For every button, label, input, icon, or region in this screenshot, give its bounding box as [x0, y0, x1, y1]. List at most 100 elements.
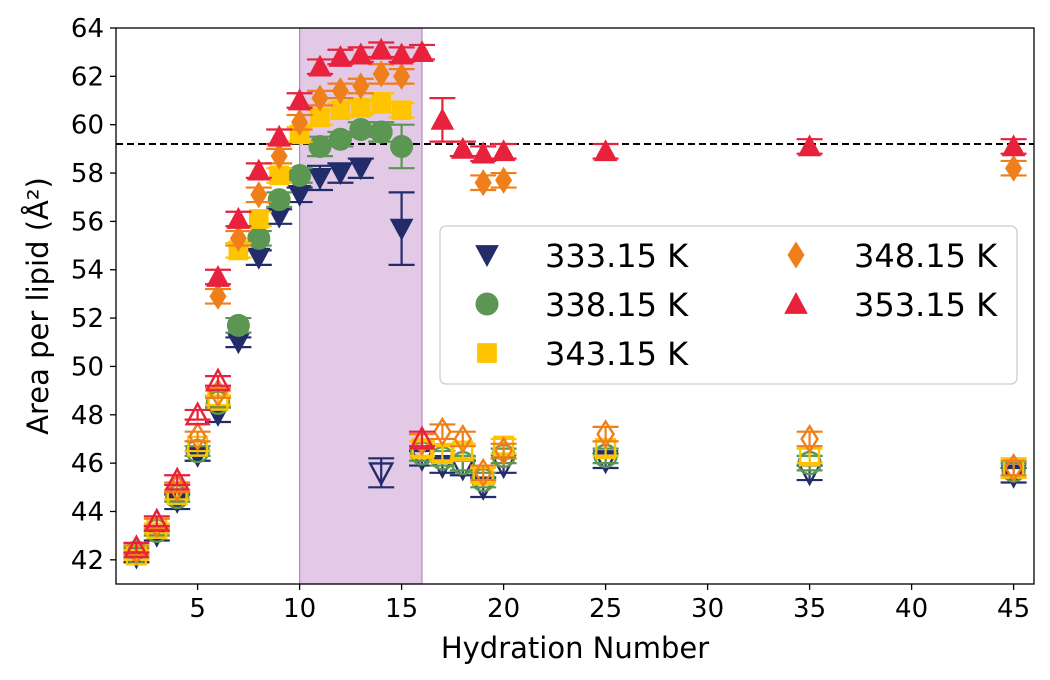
marker-open — [204, 367, 232, 392]
marker-filled — [371, 93, 392, 113]
data-point — [184, 421, 211, 452]
marker-filled — [330, 100, 351, 121]
marker-filled — [471, 141, 496, 164]
y-tick-label: 62 — [71, 62, 104, 92]
y-tick-label: 44 — [71, 497, 104, 527]
marker-filled — [393, 62, 411, 90]
marker-filled — [372, 60, 390, 88]
marker-filled — [1005, 154, 1023, 182]
data-point — [143, 507, 170, 532]
data-point — [429, 416, 456, 447]
marker-filled — [250, 181, 268, 209]
legend-marker — [475, 292, 499, 316]
data-point — [205, 264, 231, 287]
legend-item: 338.15 K — [475, 286, 689, 324]
legend-label: 348.15 K — [854, 237, 998, 275]
data-point — [266, 165, 293, 186]
marker-filled — [206, 264, 230, 287]
marker-filled — [308, 168, 332, 190]
data-point — [286, 88, 313, 111]
marker-open — [187, 435, 209, 457]
marker-filled — [1001, 134, 1026, 157]
marker-filled — [248, 209, 269, 229]
legend-label: 343.15 K — [545, 335, 689, 373]
y-tick-label: 56 — [71, 207, 104, 237]
marker-open — [433, 416, 452, 447]
data-point — [245, 181, 272, 209]
x-tick-label: 10 — [283, 594, 316, 624]
data-point — [408, 425, 436, 450]
data-point — [307, 54, 333, 77]
x-tick-label: 45 — [997, 594, 1030, 624]
data-point — [796, 424, 823, 454]
marker-filled — [328, 44, 353, 67]
data-point — [470, 169, 497, 197]
data-point — [184, 401, 211, 426]
data-point — [368, 457, 395, 489]
marker-open — [411, 438, 433, 460]
data-point — [286, 164, 313, 187]
y-tick-label: 54 — [71, 256, 104, 286]
data-point — [204, 367, 232, 392]
marker-open — [188, 421, 207, 452]
marker-filled — [389, 42, 414, 65]
legend: 333.15 K 338.15 K 343.15 K 348.15 K 353.15 K — [439, 225, 1018, 385]
data-point — [368, 120, 395, 144]
data-point — [592, 419, 619, 450]
data-point — [307, 84, 333, 112]
legend-item: 348.15 K — [787, 237, 998, 275]
data-point — [266, 188, 293, 212]
marker-filled — [348, 42, 373, 65]
legend-item: 343.15 K — [477, 335, 689, 373]
data-point — [470, 457, 497, 488]
data-point — [449, 424, 476, 454]
data-point — [592, 139, 619, 162]
marker-open — [595, 438, 617, 460]
marker-filled — [390, 135, 414, 158]
y-tick-label: 58 — [71, 159, 104, 189]
legend-item: 353.15 K — [784, 286, 998, 324]
data-point — [307, 164, 333, 192]
marker-filled — [348, 158, 373, 181]
series-353-15-k — [123, 37, 1027, 559]
marker-filled — [369, 120, 393, 144]
data-point — [1000, 134, 1027, 157]
marker-filled — [267, 124, 292, 147]
axes-frame — [115, 27, 1035, 585]
marker-filled — [247, 226, 271, 250]
marker-filled — [797, 134, 822, 157]
marker-open — [408, 425, 436, 450]
x-axis-label: Hydration Number — [441, 631, 709, 665]
data-point — [327, 127, 354, 151]
data-point — [388, 123, 415, 170]
data-point — [123, 534, 150, 559]
data-point — [245, 158, 272, 181]
data-points-layer — [123, 37, 1027, 570]
data-point — [225, 332, 252, 355]
data-point — [266, 124, 293, 147]
data-point — [409, 40, 435, 63]
data-point — [347, 97, 374, 118]
y-tick-label: 50 — [71, 352, 104, 382]
marker-filled — [310, 107, 330, 128]
marker-filled — [287, 88, 312, 111]
marker-open — [123, 534, 150, 559]
data-point — [368, 37, 395, 60]
marker-filled — [267, 188, 291, 212]
data-point — [205, 282, 231, 310]
marker-open — [452, 440, 474, 462]
marker-filled — [593, 139, 618, 162]
data-point — [327, 162, 354, 186]
legend-marker — [787, 241, 805, 269]
marker-filled — [226, 206, 251, 229]
data-point — [266, 142, 293, 170]
marker-filled — [246, 158, 271, 181]
data-point — [388, 62, 415, 90]
legend-marker — [475, 245, 499, 268]
marker-filled — [369, 37, 394, 60]
data-point — [327, 77, 354, 105]
marker-filled — [352, 72, 370, 100]
x-tick-label: 35 — [793, 594, 826, 624]
data-point — [1000, 453, 1027, 483]
